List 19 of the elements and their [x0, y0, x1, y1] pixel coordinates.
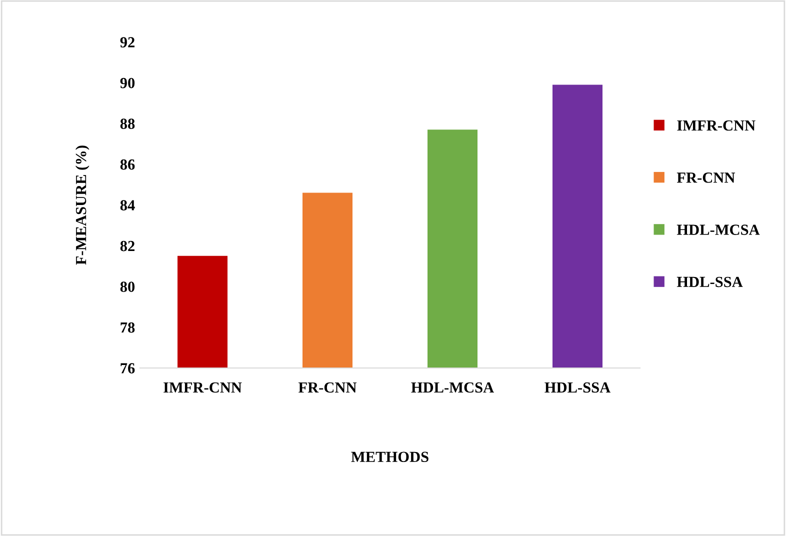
- legend-label: FR-CNN: [676, 172, 736, 183]
- y-tick-label: 84: [120, 200, 135, 210]
- x-tick-label: HDL-SSA: [544, 382, 610, 393]
- y-tick-label: 90: [120, 78, 135, 88]
- y-tick-label: 92: [120, 37, 134, 48]
- x-tick-label: IMFR-CNN: [164, 382, 242, 393]
- y-tick-label: 80: [120, 282, 135, 292]
- y-tick-label: 76: [120, 363, 135, 374]
- y-axis-title: F-MEASURE (%): [75, 146, 90, 265]
- legend-label: HDL-SSA: [676, 276, 743, 288]
- x-tick-label: HDL-MCSA: [411, 382, 494, 393]
- y-tick-label: 78: [120, 322, 135, 333]
- legend-label: HDL-MCSA: [676, 224, 760, 235]
- y-tick-label: 86: [120, 159, 135, 170]
- y-tick-label: 88: [120, 118, 135, 129]
- x-axis-title: METHODS: [351, 452, 428, 462]
- y-tick-label: 82: [120, 240, 134, 252]
- x-tick-label: FR-CNN: [298, 382, 357, 393]
- legend-label: IMFR-CNN: [677, 120, 756, 131]
